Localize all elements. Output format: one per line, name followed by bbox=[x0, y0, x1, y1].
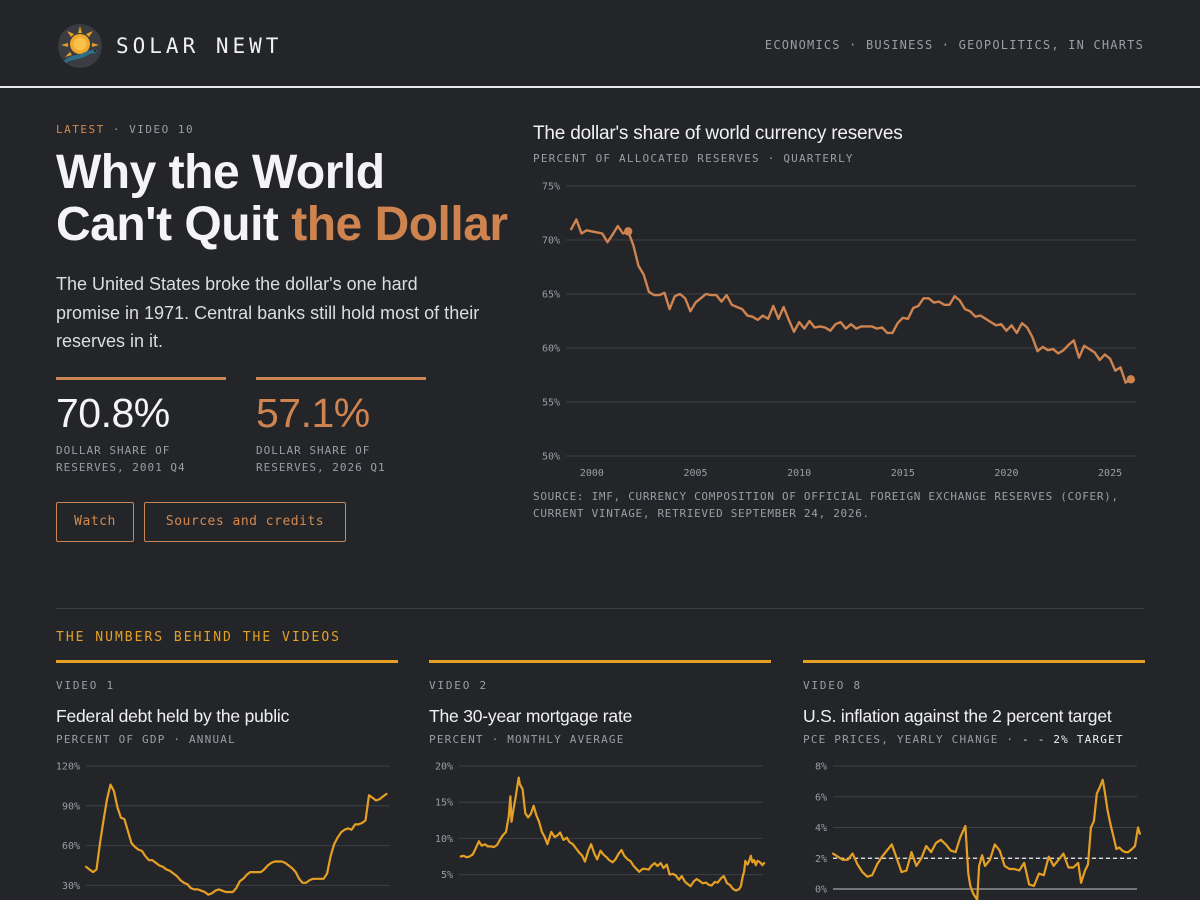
card-2-kicker: VIDEO 2 bbox=[429, 679, 488, 692]
y-tick-label: 15% bbox=[435, 798, 453, 809]
mortgage-rate-chart: 5% 10% 15% 20% bbox=[435, 762, 766, 892]
stat-value: 57.1% bbox=[256, 390, 370, 436]
y-tick-label: 2% bbox=[815, 854, 827, 865]
card-2-rule bbox=[429, 660, 771, 663]
card-3-subtitle-text: PCE PRICES, YEARLY CHANGE · bbox=[803, 733, 1023, 746]
series-line bbox=[570, 218, 1132, 384]
y-tick-label: 20% bbox=[435, 762, 453, 773]
page-title: Why the World Can't Quit the Dollar bbox=[56, 147, 516, 251]
y-tick-label: 60% bbox=[542, 344, 560, 355]
inflation-chart: 0% 2% 4% 6% 8% bbox=[815, 762, 1141, 900]
stat-2001: 70.8% DOLLAR SHARE OF RESERVES, 2001 Q4 bbox=[56, 377, 226, 476]
y-tick-label: 120% bbox=[56, 762, 80, 773]
stat-2026: 57.1% DOLLAR SHARE OF RESERVES, 2026 Q1 bbox=[256, 377, 426, 476]
y-tick-label: 55% bbox=[542, 398, 560, 409]
section-title: THE NUMBERS BEHIND THE VIDEOS bbox=[56, 630, 341, 645]
x-tick-label: 2005 bbox=[683, 468, 707, 479]
x-tick-label: 2025 bbox=[1098, 468, 1122, 479]
card-1-kicker: VIDEO 1 bbox=[56, 679, 115, 692]
card-2-title[interactable]: The 30-year mortgage rate bbox=[429, 706, 633, 726]
stat-label: DOLLAR SHARE OF RESERVES, 2026 Q1 bbox=[256, 444, 386, 474]
sources-and-credits-button[interactable]: Sources and credits bbox=[144, 502, 346, 542]
card-1-rule bbox=[56, 660, 398, 663]
chart-source-note: SOURCE: IMF, CURRENCY COMPOSITION OF OFF… bbox=[533, 490, 1119, 520]
y-tick-label: 6% bbox=[815, 792, 827, 803]
federal-debt-chart: 30% 60% 90% 120% bbox=[56, 762, 390, 896]
x-tick-label: 2010 bbox=[787, 468, 811, 479]
watch-button[interactable]: Watch bbox=[56, 502, 134, 542]
stat-value: 70.8% bbox=[56, 390, 170, 436]
y-tick-label: 70% bbox=[542, 236, 560, 247]
card-1-subtitle: PERCENT OF GDP · ANNUAL bbox=[56, 733, 236, 746]
gridlines bbox=[459, 765, 763, 876]
y-tick-label: 10% bbox=[435, 834, 453, 845]
gridlines bbox=[833, 765, 1137, 890]
latest-label: LATEST bbox=[56, 123, 105, 136]
card-3-kicker: VIDEO 8 bbox=[803, 679, 862, 692]
highlight-point bbox=[623, 227, 633, 236]
gridlines bbox=[86, 765, 390, 886]
hero-description: The United States broke the dollar's one… bbox=[56, 274, 480, 351]
section-divider bbox=[56, 608, 1144, 609]
video-number: · VIDEO 10 bbox=[104, 123, 195, 136]
title-accent: the Dollar bbox=[291, 198, 508, 251]
gridlines bbox=[566, 185, 1136, 457]
y-tick-label: 4% bbox=[815, 823, 827, 834]
x-tick-label: 2020 bbox=[994, 468, 1018, 479]
site-header: SOLAR NEWT ECONOMICS · BUSINESS · GEOPOL… bbox=[0, 0, 1200, 88]
y-tick-label: 5% bbox=[441, 870, 453, 881]
series-line bbox=[459, 776, 766, 892]
main-chart-title: The dollar's share of world currency res… bbox=[533, 123, 903, 144]
y-tick-label: 30% bbox=[62, 881, 80, 892]
card-3-subtitle: PCE PRICES, YEARLY CHANGE · - - 2% TARGE… bbox=[803, 733, 1124, 746]
site-tagline: ECONOMICS · BUSINESS · GEOPOLITICS, IN C… bbox=[764, 38, 1144, 52]
y-tick-label: 60% bbox=[62, 841, 80, 852]
main-chart-subtitle: PERCENT OF ALLOCATED RESERVES · QUARTERL… bbox=[533, 152, 854, 165]
y-tick-label: 50% bbox=[542, 452, 560, 463]
y-tick-label: 75% bbox=[542, 182, 560, 193]
sun-newt-logo-icon[interactable] bbox=[57, 23, 103, 69]
card-3-rule bbox=[803, 660, 1145, 663]
series-line bbox=[831, 778, 1141, 900]
x-tick-label: 2015 bbox=[891, 468, 915, 479]
card-1-title[interactable]: Federal debt held by the public bbox=[56, 706, 290, 726]
title-line-2: Can't Quit bbox=[56, 198, 292, 251]
title-line-1: Why the World bbox=[56, 146, 385, 199]
target-legend: - - 2% TARGET bbox=[1022, 733, 1124, 746]
hero-eyebrow: LATEST · VIDEO 10 bbox=[56, 123, 194, 136]
highlight-point bbox=[1126, 375, 1136, 384]
series-line bbox=[84, 783, 388, 896]
y-tick-label: 65% bbox=[542, 290, 560, 301]
y-tick-label: 8% bbox=[815, 762, 827, 773]
stat-label: DOLLAR SHARE OF RESERVES, 2001 Q4 bbox=[56, 444, 186, 474]
y-tick-label: 90% bbox=[62, 801, 80, 812]
dollar-share-chart: 50% 55% 60% 65% 70% 75% 2000 2005 2010 2015 2020 20… bbox=[542, 182, 1136, 479]
card-2-subtitle: PERCENT · MONTHLY AVERAGE bbox=[429, 733, 625, 746]
y-tick-label: 0% bbox=[815, 885, 827, 896]
card-3-title[interactable]: U.S. inflation against the 2 percent tar… bbox=[803, 706, 1112, 726]
x-tick-label: 2000 bbox=[580, 468, 604, 479]
brand-name[interactable]: SOLAR NEWT bbox=[116, 34, 283, 58]
